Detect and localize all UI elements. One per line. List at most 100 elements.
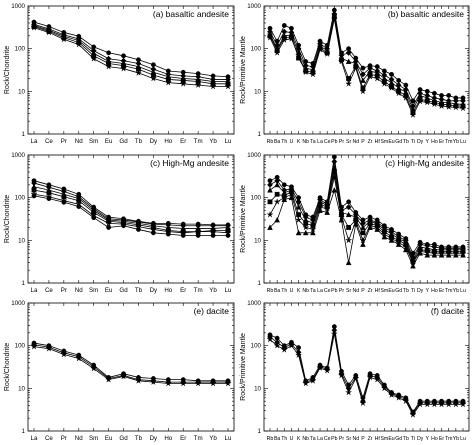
data-point-star	[75, 354, 83, 362]
data-point-triangle	[267, 187, 273, 193]
x-tick-label-ba: Ba	[274, 139, 280, 145]
x-tick-label-u: U	[290, 139, 294, 145]
x-tick-label-la: La	[31, 138, 38, 145]
data-point-star	[430, 100, 439, 108]
data-point-star	[359, 87, 367, 95]
data-point-star	[330, 173, 338, 181]
x-tick-label-tb: Tb	[403, 288, 409, 294]
data-point-open-triangle	[274, 216, 280, 223]
x-tick-label-u: U	[290, 436, 294, 442]
data-point-star	[75, 40, 83, 48]
x-tick-label-sr: Sr	[346, 436, 351, 442]
x-tick-label-pr: Pr	[61, 138, 67, 145]
x-tick-label-ti: Ti	[411, 288, 415, 294]
series-a-5	[30, 23, 232, 90]
data-point-star	[266, 210, 274, 218]
data-point-open-circle	[136, 227, 141, 232]
x-tick-label-rb: Rb	[267, 139, 274, 145]
x-tick-label-er: Er	[180, 138, 186, 145]
x-tick-label-tm: Tm	[194, 138, 203, 145]
data-point-diamond	[331, 158, 338, 165]
data-point-star	[209, 82, 217, 90]
data-point-star	[105, 62, 113, 70]
y-tick-label: 10	[254, 237, 261, 244]
data-point-open-circle	[150, 230, 156, 236]
data-point-star	[409, 410, 417, 418]
data-point-open-triangle	[395, 241, 402, 247]
x-tick-label-eu: Eu	[388, 139, 394, 145]
series-line	[269, 18, 464, 116]
panel-title-a: (a) basaltic andesite	[153, 9, 229, 19]
data-point-open-circle	[61, 199, 67, 205]
data-point-star	[345, 388, 353, 396]
x-tick-label-zr: Zr	[368, 288, 373, 294]
x-tick-label-tm: Tm	[445, 436, 453, 442]
series-line	[33, 21, 229, 78]
data-point-star	[359, 399, 367, 407]
x-tick-label-nb: Nb	[302, 288, 309, 294]
y-tick-label: 1	[22, 280, 26, 287]
series-line	[33, 25, 228, 82]
y-tick-label: 10	[18, 88, 25, 95]
series-line	[33, 180, 228, 226]
x-tick-label-lu: Lu	[225, 287, 232, 294]
series-b-5	[266, 15, 467, 118]
data-point-star	[149, 74, 157, 82]
panel-b: 1 10 100 1000 Rb Ba Th U K Nb Ta La Ce Pb Pr Sr Nd P Zr Hf S…	[240, 3, 470, 145]
data-point-circle	[396, 78, 402, 83]
x-tick-label-nd: Nd	[75, 138, 83, 145]
x-tick-label-ce: Ce	[324, 288, 331, 294]
x-tick-label-eu: Eu	[105, 287, 113, 294]
data-point-square	[274, 191, 280, 197]
x-tick-label-gd: Gd	[395, 139, 402, 145]
y-tick-label: 100	[251, 195, 262, 202]
data-point-open-circle	[91, 215, 97, 221]
panel-title-c: (c) High-Mg andesite	[150, 158, 229, 168]
x-tick-label-pb: Pb	[331, 288, 337, 294]
series-line	[269, 13, 463, 108]
data-point-star	[273, 341, 281, 349]
x-tick-label-la: La	[31, 287, 38, 294]
data-point-star	[323, 50, 331, 58]
x-tick-label-dy: Dy	[417, 436, 424, 442]
data-point-star	[373, 74, 381, 82]
data-point-open-triangle	[460, 252, 466, 258]
data-point-star	[459, 400, 467, 408]
data-point-star	[224, 82, 232, 90]
x-tick-label-lu: Lu	[225, 435, 232, 442]
data-point-star	[373, 375, 381, 383]
data-point-star	[194, 227, 202, 235]
x-tick-label-sm: Sm	[89, 287, 98, 294]
x-tick-label-tb: Tb	[403, 139, 409, 145]
series-line	[269, 330, 463, 415]
data-point-star	[164, 78, 172, 86]
x-tick-label-nd: Nd	[352, 436, 359, 442]
plot-frame-b	[263, 5, 470, 135]
x-tick-label-yb: Yb	[453, 288, 459, 294]
data-point-star	[452, 400, 460, 408]
data-point-open-circle	[225, 233, 231, 238]
data-point-triangle	[295, 204, 302, 210]
x-tick-label-rb: Rb	[267, 288, 274, 294]
x-tick-label-sm: Sm	[89, 435, 98, 442]
data-point-star	[60, 350, 68, 358]
data-point-star	[134, 377, 143, 384]
data-point-star	[45, 28, 53, 36]
data-point-open-triangle	[345, 259, 352, 266]
x-tick-label-gd: Gd	[395, 288, 402, 294]
x-tick-label-ta: Ta	[310, 436, 316, 442]
y-tick-label: 100	[251, 343, 262, 350]
data-point-star	[316, 45, 324, 53]
data-point-star	[452, 103, 460, 111]
data-point-star	[309, 377, 317, 384]
x-tick-label-tb: Tb	[135, 138, 143, 145]
series-line	[269, 161, 463, 259]
x-tick-label-pb: Pb	[331, 436, 337, 442]
x-tick-label-p: P	[361, 139, 365, 145]
x-tick-label-ta: Ta	[310, 139, 316, 145]
x-tick-label-pr: Pr	[339, 139, 344, 145]
panel-f: 1 10 100 1000 Rb Ba Th U K Nb Ta La Ce Pb Pr Sr Nd P Zr Hf S…	[240, 300, 470, 442]
data-point-star	[345, 236, 353, 244]
x-tick-label-yb: Yb	[209, 138, 217, 145]
data-point-open-triangle	[445, 252, 452, 258]
